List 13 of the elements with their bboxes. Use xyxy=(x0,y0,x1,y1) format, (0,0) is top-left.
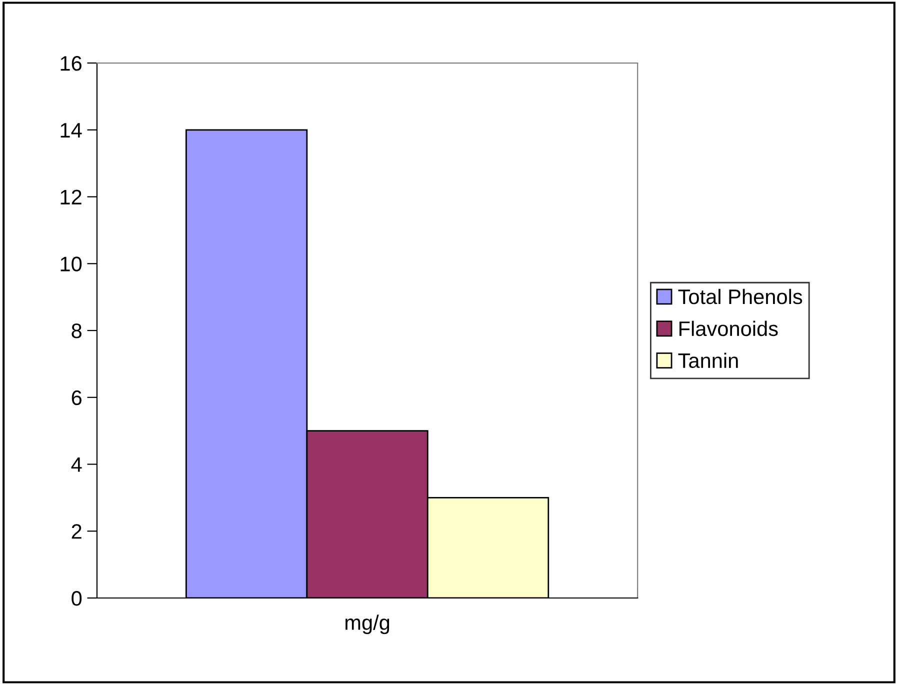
y-tick-label: 0 xyxy=(72,591,82,606)
y-tick-label: 4 xyxy=(71,457,82,472)
y-tick-label: 12 xyxy=(60,190,82,204)
legend-label: Flavonoids xyxy=(679,320,778,336)
y-tick-label: 16 xyxy=(60,56,82,71)
y-tick-label: 6 xyxy=(72,390,82,406)
legend-label: Total Phenols xyxy=(678,288,802,304)
legend-label: Tannin xyxy=(678,352,738,368)
x-tick-label: mg/g xyxy=(346,614,390,634)
y-tick-label: 14 xyxy=(60,123,82,138)
y-tick-label: 8 xyxy=(72,324,82,338)
y-tick-label: 10 xyxy=(60,256,82,272)
y-tick-label: 2 xyxy=(72,524,82,539)
